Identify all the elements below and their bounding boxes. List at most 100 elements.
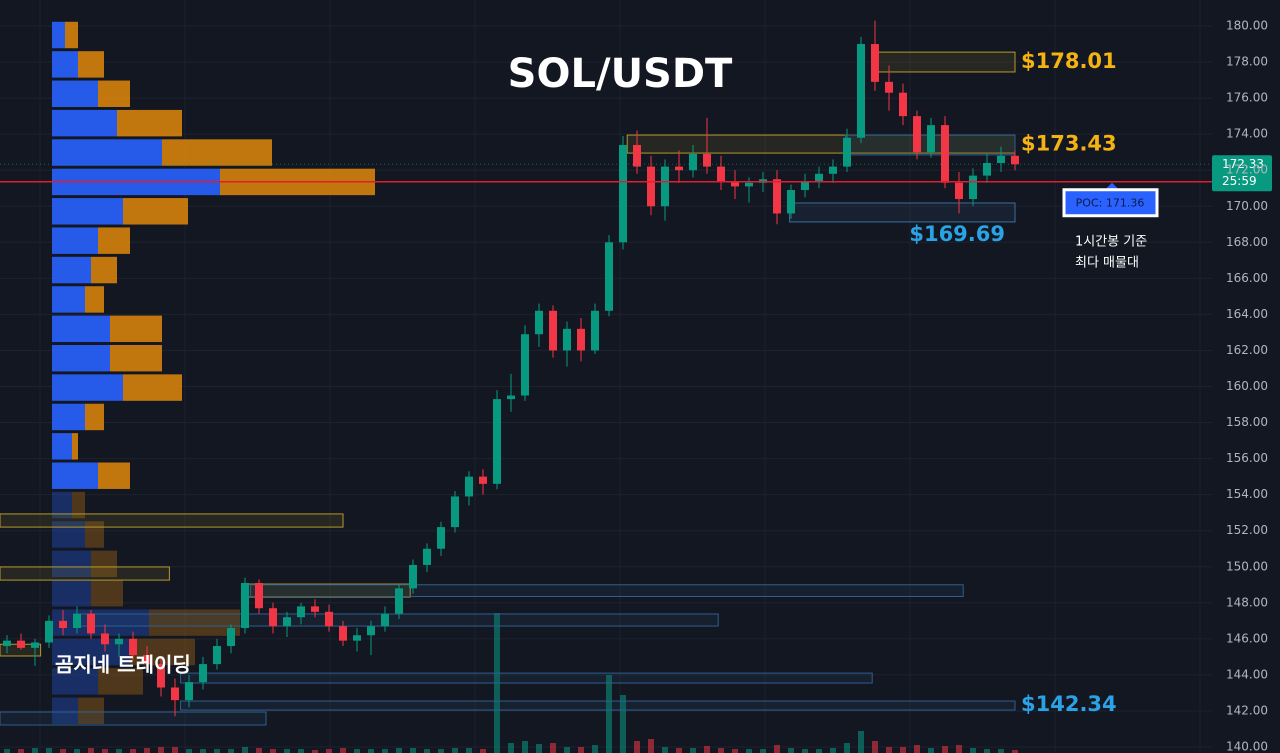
candle-body: [605, 242, 613, 311]
candle-body: [773, 179, 781, 214]
candle-body: [31, 642, 39, 648]
candle-body: [745, 182, 753, 187]
zone: [789, 202, 1016, 223]
y-tick-label: 152.00: [1226, 523, 1268, 537]
y-tick-label: 170.00: [1226, 199, 1268, 213]
volume-bar: [662, 747, 668, 753]
y-tick-label: 146.00: [1226, 631, 1268, 645]
profile-buy: [52, 344, 110, 372]
volume-bar: [648, 739, 654, 753]
profile-buy: [52, 403, 85, 431]
candle-body: [549, 310, 557, 351]
candle-body: [983, 162, 991, 176]
candle-body: [969, 175, 977, 200]
volume-bar: [158, 747, 164, 753]
volume-bar: [340, 748, 346, 753]
candle-body: [521, 334, 529, 396]
volume-bar: [424, 749, 430, 753]
candle-body: [731, 181, 739, 187]
candle-body: [927, 125, 935, 153]
y-tick-label: 156.00: [1226, 451, 1268, 465]
candle-body: [465, 476, 473, 497]
candle-body: [717, 166, 725, 182]
candle-body: [871, 44, 879, 82]
profile-buy: [52, 51, 78, 78]
candle-body: [339, 626, 347, 641]
candle-body: [857, 44, 865, 138]
candle-body: [885, 81, 893, 93]
price-badge: [1212, 155, 1272, 192]
candle-body: [619, 144, 627, 243]
volume-bar: [214, 749, 220, 753]
candle-body: [59, 620, 67, 629]
profile-buy: [52, 433, 72, 460]
candle-body: [241, 582, 249, 629]
candle-body: [353, 635, 361, 641]
price-badge-value: 172.33: [1222, 157, 1264, 171]
profile-sell: [72, 491, 85, 519]
y-tick-label: 142.00: [1226, 703, 1268, 717]
volume-bar: [144, 748, 150, 753]
volume-bar: [116, 749, 122, 753]
y-tick-label: 148.00: [1226, 595, 1268, 609]
candle-body: [675, 166, 683, 171]
level-label: $142.34: [1021, 692, 1117, 716]
profile-sell: [78, 51, 104, 78]
candle-body: [311, 606, 319, 612]
volume-bar: [578, 747, 584, 753]
candle-body: [297, 606, 305, 618]
volume-bar: [844, 743, 850, 753]
volume-bar: [998, 749, 1004, 753]
volume-bar: [872, 741, 878, 753]
profile-buy: [52, 109, 117, 137]
profile-sell: [85, 521, 104, 548]
volume-bar: [18, 749, 24, 753]
zone: [874, 51, 1016, 73]
candle-body: [633, 144, 641, 167]
y-tick-label: 162.00: [1226, 343, 1268, 357]
volume-bar: [550, 743, 556, 753]
profile-sell: [65, 21, 78, 49]
profile-sell: [98, 668, 143, 695]
volume-bar: [858, 731, 864, 753]
candle-body: [409, 564, 417, 589]
candle-body: [451, 496, 459, 528]
volume-bar: [956, 745, 962, 753]
profile-sell: [98, 80, 130, 107]
profile-sell: [85, 403, 104, 431]
volume-bar: [438, 749, 444, 753]
candle-body: [563, 328, 571, 351]
volume-bar: [32, 748, 38, 753]
volume-bar: [326, 749, 332, 753]
candle-body: [157, 664, 165, 688]
volume-bar: [270, 749, 276, 753]
volume-bar: [886, 747, 892, 753]
volume-bar: [1012, 750, 1018, 753]
candle-body: [829, 166, 837, 174]
candle-body: [479, 476, 487, 484]
profile-buy: [52, 256, 91, 284]
volume-bar: [298, 749, 304, 753]
profile-sell: [117, 109, 182, 137]
candle-body: [367, 626, 375, 636]
volume-bar: [130, 749, 136, 753]
candle-body: [913, 116, 921, 153]
volume-bar: [592, 745, 598, 753]
poc-label: POC: 171.36: [1076, 197, 1145, 210]
volume-bar: [46, 748, 52, 753]
candle-body: [437, 527, 445, 549]
profile-buy: [52, 550, 91, 578]
chart-title: SOL/USDT: [508, 51, 733, 97]
volume-bar: [928, 748, 934, 753]
candle-body: [647, 166, 655, 207]
volume-bar: [676, 748, 682, 753]
profile-sell: [123, 198, 188, 225]
candle-body: [493, 399, 501, 484]
level-label: $178.01: [1021, 49, 1117, 73]
profile-buy: [52, 286, 85, 313]
volume-bar: [480, 749, 486, 753]
candle-body: [997, 155, 1005, 163]
volume-bar: [690, 748, 696, 753]
candle-body: [283, 617, 291, 627]
y-tick-label: 164.00: [1226, 307, 1268, 321]
